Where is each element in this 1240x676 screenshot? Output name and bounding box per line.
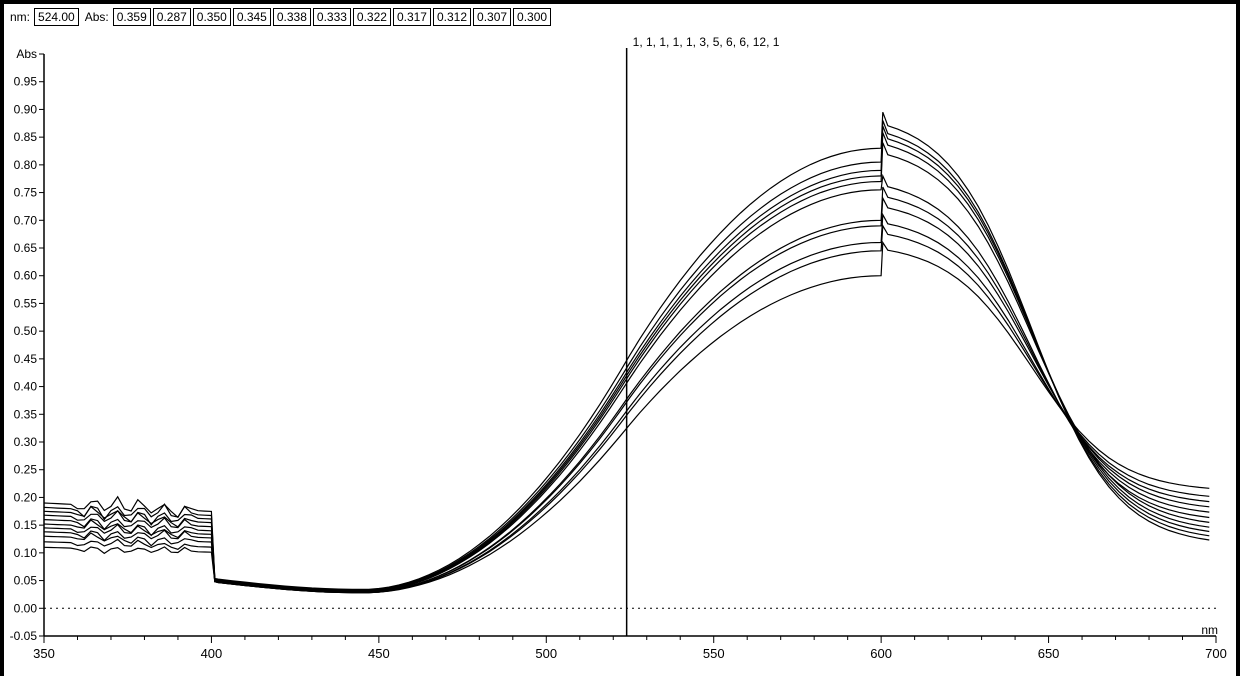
- svg-text:0.70: 0.70: [14, 213, 38, 227]
- abs-value-cell[interactable]: 0.287: [153, 8, 191, 26]
- svg-text:0.25: 0.25: [14, 463, 38, 477]
- abs-value-cell[interactable]: 0.312: [433, 8, 471, 26]
- svg-text:Abs: Abs: [16, 47, 37, 61]
- readout-toolbar: nm: 524.00 Abs: 0.3590.2870.3500.3450.33…: [10, 8, 551, 26]
- svg-text:-0.05: -0.05: [10, 629, 38, 643]
- nm-value-cell[interactable]: 524.00: [34, 8, 79, 26]
- svg-text:700: 700: [1205, 646, 1227, 661]
- svg-text:0.15: 0.15: [14, 518, 38, 532]
- svg-text:1, 1, 1, 1, 1, 3, 5, 6, 6, 12,: 1, 1, 1, 1, 1, 3, 5, 6, 6, 12, 1: [633, 35, 780, 49]
- svg-text:0.80: 0.80: [14, 158, 38, 172]
- svg-text:550: 550: [703, 646, 725, 661]
- abs-value-cell[interactable]: 0.307: [473, 8, 511, 26]
- abs-label: Abs:: [85, 10, 109, 24]
- abs-value-cell[interactable]: 0.300: [513, 8, 551, 26]
- svg-text:0.50: 0.50: [14, 324, 38, 338]
- abs-value-cell[interactable]: 0.322: [353, 8, 391, 26]
- abs-value-cell[interactable]: 0.338: [273, 8, 311, 26]
- svg-text:0.95: 0.95: [14, 75, 38, 89]
- abs-value-cell[interactable]: 0.345: [233, 8, 271, 26]
- abs-value-cell[interactable]: 0.333: [313, 8, 351, 26]
- abs-value-cell[interactable]: 0.350: [193, 8, 231, 26]
- svg-text:0.00: 0.00: [14, 601, 38, 615]
- abs-value-cells: 0.3590.2870.3500.3450.3380.3330.3220.317…: [113, 8, 551, 26]
- svg-text:650: 650: [1038, 646, 1060, 661]
- svg-text:0.10: 0.10: [14, 546, 38, 560]
- svg-text:0.20: 0.20: [14, 490, 38, 504]
- svg-text:0.35: 0.35: [14, 407, 38, 421]
- svg-text:0.85: 0.85: [14, 130, 38, 144]
- nm-label: nm:: [10, 10, 30, 24]
- svg-text:600: 600: [870, 646, 892, 661]
- svg-text:nm: nm: [1201, 623, 1218, 637]
- svg-text:0.75: 0.75: [14, 186, 38, 200]
- svg-text:0.40: 0.40: [14, 380, 38, 394]
- abs-value-cell[interactable]: 0.359: [113, 8, 151, 26]
- svg-text:0.90: 0.90: [14, 102, 38, 116]
- svg-text:0.05: 0.05: [14, 574, 38, 588]
- svg-text:0.55: 0.55: [14, 296, 38, 310]
- svg-text:400: 400: [201, 646, 223, 661]
- svg-text:0.65: 0.65: [14, 241, 38, 255]
- svg-text:450: 450: [368, 646, 390, 661]
- svg-text:350: 350: [33, 646, 55, 661]
- svg-text:0.60: 0.60: [14, 269, 38, 283]
- svg-text:0.30: 0.30: [14, 435, 38, 449]
- app-window: nm: 524.00 Abs: 0.3590.2870.3500.3450.33…: [0, 0, 1240, 676]
- spectrum-chart: -0.05 0.00 0.05 0.10 0.15 0.20 0.25 0.30 0.35 0.4…: [4, 30, 1236, 676]
- svg-text:500: 500: [535, 646, 557, 661]
- svg-text:0.45: 0.45: [14, 352, 38, 366]
- abs-value-cell[interactable]: 0.317: [393, 8, 431, 26]
